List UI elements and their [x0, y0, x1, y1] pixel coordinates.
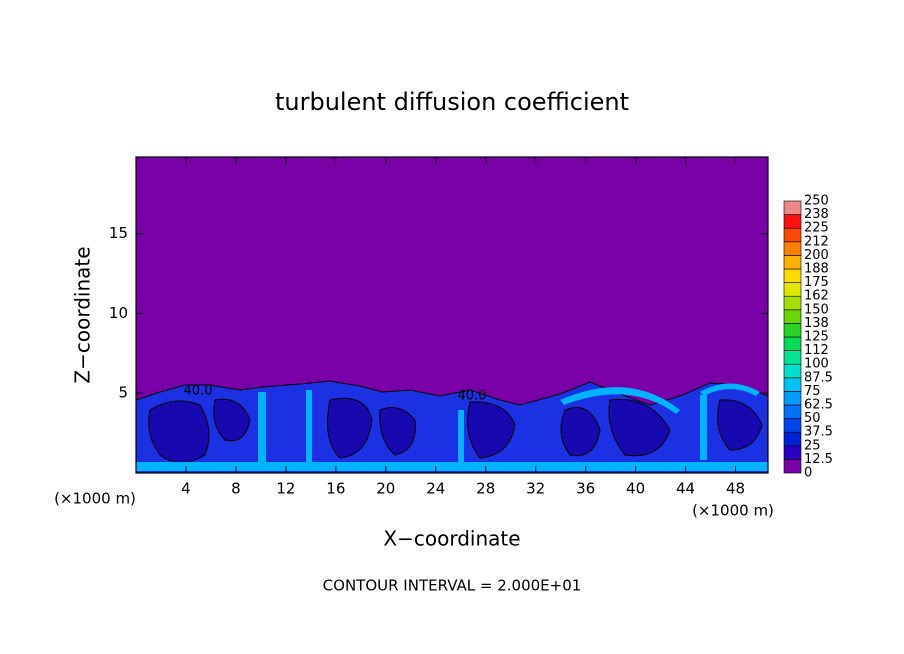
x-tick-label: 48	[726, 480, 745, 498]
contour-label: 40.0	[458, 389, 487, 404]
colorbar-label: 125	[804, 330, 829, 345]
colorbar-label: 250	[804, 194, 829, 209]
colorbar-swatch	[783, 241, 802, 256]
colorbar-label: 0	[804, 466, 812, 481]
x-tick-label: 36	[576, 480, 595, 498]
colorbar-label: 75	[804, 384, 821, 399]
colorbar-swatch	[783, 200, 802, 215]
x-unit-label: (×1000 m)	[692, 502, 774, 520]
x-tick-label: 4	[181, 480, 191, 498]
annotations: 40.0 40.0	[184, 384, 487, 404]
strong-mixing	[136, 383, 768, 471]
strip	[458, 410, 464, 465]
colorbar-label: 25	[804, 438, 821, 453]
colorbar-label: 112	[804, 343, 829, 358]
contour-label: 40.0	[184, 384, 213, 399]
x-tick-label: 40	[626, 480, 645, 498]
colorbar-label: 238	[804, 207, 829, 222]
colorbar-swatch	[783, 282, 802, 297]
y-tick-label: 10	[109, 304, 128, 322]
arc	[700, 383, 760, 396]
x-tick-label: 24	[426, 480, 445, 498]
core	[213, 398, 251, 442]
colorbar-swatch	[783, 363, 802, 379]
colorbar-label: 150	[804, 302, 829, 317]
colorbar-swatch	[783, 445, 802, 460]
colorbar-label: 162	[804, 289, 829, 304]
y-axis-label: Z−coordinate	[71, 246, 95, 383]
x-tick-label: 44	[676, 480, 695, 498]
core	[608, 398, 671, 457]
colorbar-swatch	[783, 268, 802, 283]
arc	[560, 387, 680, 414]
colorbar-swatch	[783, 227, 802, 243]
x-tick-label: 8	[231, 480, 241, 498]
plot-frame	[135, 156, 769, 474]
x-tick-label: 16	[326, 480, 345, 498]
strip	[258, 392, 266, 462]
field-layer	[135, 380, 769, 474]
colorbar-swatch	[783, 336, 802, 351]
y-unit-label: (×1000 m)	[54, 490, 136, 508]
colorbar-swatch	[783, 309, 802, 324]
colorbar-swatch	[783, 350, 802, 365]
colorbar-label: 188	[804, 262, 829, 277]
colorbar-swatch	[783, 459, 802, 474]
core	[327, 397, 373, 459]
colorbar-swatch	[783, 214, 802, 229]
colorbar-label: 100	[804, 357, 829, 372]
core	[717, 399, 763, 451]
colorbar-label: 50	[804, 411, 821, 426]
colorbar-swatch	[783, 431, 802, 447]
colorbar-swatch	[783, 391, 802, 406]
y-tick-label: 5	[118, 384, 128, 402]
core	[467, 401, 516, 459]
strip	[306, 390, 312, 470]
core	[148, 400, 210, 463]
chart-title: turbulent diffusion coefficient	[275, 88, 629, 116]
colorbar-swatch	[783, 418, 802, 433]
colorbar-label: 138	[804, 316, 829, 331]
colorbar-swatch	[783, 377, 802, 392]
colorbar-label: 225	[804, 221, 829, 236]
footnote: CONTOUR INTERVAL = 2.000E+01	[323, 577, 582, 595]
colorbar-label: 200	[804, 248, 829, 263]
colorbar-label: 37.5	[804, 425, 833, 440]
colorbar-swatch	[783, 323, 802, 338]
colorbar-swatch	[783, 255, 802, 270]
y-tick-label: 15	[109, 224, 128, 242]
x-tick-label: 28	[476, 480, 495, 498]
core	[379, 407, 416, 456]
colorbar-swatch	[783, 295, 802, 311]
x-axis-label: X−coordinate	[383, 527, 520, 551]
colorbar-label: 62.5	[804, 398, 833, 413]
colorbar: 012.52537.55062.57587.510011212513815016…	[783, 194, 833, 481]
colorbar-swatch	[783, 404, 802, 419]
colorbar-label: 87.5	[804, 370, 833, 385]
x-tick-label: 32	[526, 480, 545, 498]
x-tick-label: 12	[276, 480, 295, 498]
core-regions	[148, 397, 763, 463]
colorbar-label: 12.5	[804, 452, 833, 467]
strip	[136, 462, 768, 471]
core	[560, 407, 601, 457]
strip	[700, 395, 707, 460]
colorbar-label: 175	[804, 275, 829, 290]
x-tick-label: 20	[376, 480, 395, 498]
colorbar-label: 212	[804, 234, 829, 249]
